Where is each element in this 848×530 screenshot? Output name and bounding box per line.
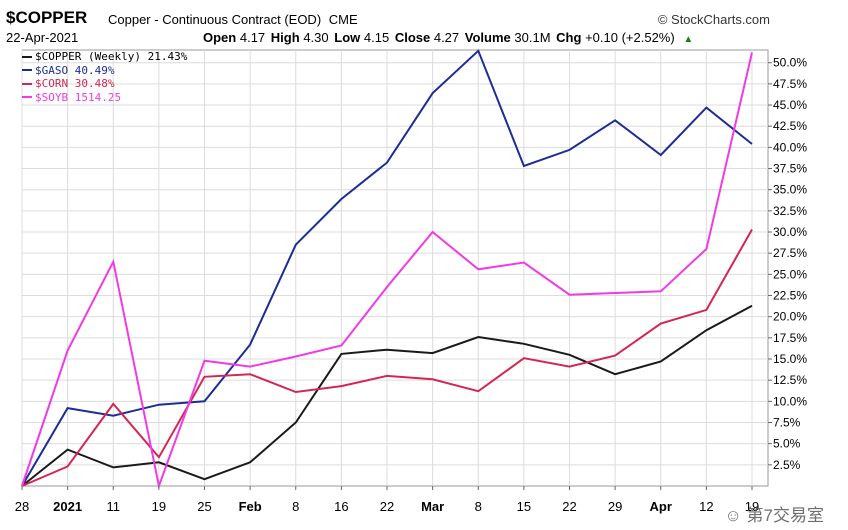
y-tick-label: 17.5% xyxy=(773,331,807,345)
brand-label[interactable]: © StockCharts.com xyxy=(657,12,770,27)
x-tick-label: Mar xyxy=(421,499,444,514)
x-tick-label: 22 xyxy=(562,499,576,514)
y-tick-label: 2.5% xyxy=(773,458,801,472)
x-tick-label: 16 xyxy=(334,499,348,514)
volume-label: Volume xyxy=(464,30,511,45)
x-tick-label: 8 xyxy=(292,499,299,514)
series-line-1 xyxy=(21,304,753,487)
x-axis: 28 2021 11 19 25 Feb 8 16 22 Mar 8 15 22 29 Apr 12 19 xyxy=(15,486,759,514)
y-tick-label: 42.5% xyxy=(773,119,807,133)
watermark-text: 第7交易室 xyxy=(746,506,824,525)
chg-label: Chg xyxy=(556,30,582,45)
x-tick-label: 11 xyxy=(107,499,121,514)
x-tick-label: 12 xyxy=(699,499,713,514)
x-tick-label: 2021 xyxy=(53,499,82,514)
wechat-icon: ☺ xyxy=(724,506,742,525)
chart-symbol: $COPPER xyxy=(6,8,88,27)
y-tick-label: 5.0% xyxy=(773,437,801,451)
y-tick-label: 40.0% xyxy=(773,140,807,154)
ohlc-bar: Open 4.17 High 4.30 Low 4.15 Close 4.27 … xyxy=(203,30,695,45)
series-layer xyxy=(21,49,753,490)
volume-value: 30.1M xyxy=(514,30,551,45)
open-label: Open xyxy=(203,30,237,45)
x-tick-label: 8 xyxy=(475,499,482,514)
y-tick-label: 32.5% xyxy=(773,204,807,218)
chg-value: +0.10 (+2.52%) xyxy=(585,30,675,45)
y-tick-label: 10.0% xyxy=(773,394,807,408)
y-tick-label: 12.5% xyxy=(773,373,807,387)
close-label: Close xyxy=(394,30,431,45)
grid-layer xyxy=(21,50,768,486)
x-tick-label: 19 xyxy=(152,499,166,514)
y-tick-label: 50.0% xyxy=(773,56,807,70)
y-tick-label: 45.0% xyxy=(773,98,807,112)
x-tick-label: 19 xyxy=(745,499,759,514)
watermark: ☺ 第7交易室 xyxy=(724,501,824,526)
x-tick-label: 29 xyxy=(608,499,622,514)
legend-swatch xyxy=(22,82,32,85)
high-label: High xyxy=(270,30,300,45)
series-line-3 xyxy=(21,229,753,487)
legend-swatch xyxy=(22,69,32,72)
legend-swatch xyxy=(22,55,32,58)
x-tick-label: 28 xyxy=(15,499,29,514)
legend-swatch xyxy=(22,96,32,99)
legend-entry: $GASO 40.49% xyxy=(22,64,187,78)
up-arrow-icon: ▲ xyxy=(683,34,694,45)
legend-label: $GASO 40.49% xyxy=(35,63,115,77)
x-tick-label: 15 xyxy=(517,499,531,514)
open-value: 4.17 xyxy=(239,30,266,45)
exchange-label: CME xyxy=(328,12,358,27)
y-tick-label: 22.5% xyxy=(773,289,807,303)
legend-label: $SOYB 1514.25 xyxy=(35,90,122,104)
x-tick-label: Feb xyxy=(239,499,262,514)
chart-date: 22-Apr-2021 xyxy=(6,30,79,45)
y-axis: 2.5% 5.0% 7.5% 10.0% 12.5% 15.0% 17.5% 20.0% 22.… xyxy=(768,56,807,472)
legend-entry: $SOYB 1514.25 xyxy=(22,91,187,105)
legend-label: $COPPER (Weekly) 21.43% xyxy=(35,50,188,63)
chart-description: Copper - Continuous Contract (EOD) CME xyxy=(108,12,358,27)
y-tick-label: 35.0% xyxy=(773,183,807,197)
contract-description: Copper - Continuous Contract (EOD) xyxy=(108,12,322,27)
low-label: Low xyxy=(334,30,361,45)
y-tick-label: 15.0% xyxy=(773,352,807,366)
x-tick-label: 22 xyxy=(380,499,394,514)
plot-area xyxy=(21,49,769,487)
y-tick-label: 27.5% xyxy=(773,246,807,260)
y-tick-label: 47.5% xyxy=(773,77,807,91)
y-tick-label: 37.5% xyxy=(773,162,807,176)
low-value: 4.15 xyxy=(363,30,390,45)
y-tick-label: 20.0% xyxy=(773,310,807,324)
legend-entry: $COPPER (Weekly) 21.43% xyxy=(22,50,187,64)
series-line-4 xyxy=(21,52,753,490)
x-tick-label: 25 xyxy=(197,499,211,514)
chart-legend: $COPPER (Weekly) 21.43% $GASO 40.49% $CORN… xyxy=(22,50,187,104)
y-tick-label: 30.0% xyxy=(773,225,807,239)
close-value: 4.27 xyxy=(433,30,460,45)
y-tick-label: 25.0% xyxy=(773,267,807,281)
x-tick-label: Apr xyxy=(650,499,672,514)
y-tick-label: 7.5% xyxy=(773,416,801,430)
high-value: 4.30 xyxy=(303,30,329,45)
legend-label: $CORN 30.48% xyxy=(35,77,115,90)
legend-entry: $CORN 30.48% xyxy=(22,77,187,91)
